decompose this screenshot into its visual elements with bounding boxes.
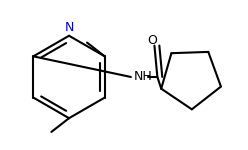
Text: N: N: [64, 21, 74, 34]
Text: O: O: [148, 34, 157, 47]
Text: NH: NH: [134, 70, 153, 83]
